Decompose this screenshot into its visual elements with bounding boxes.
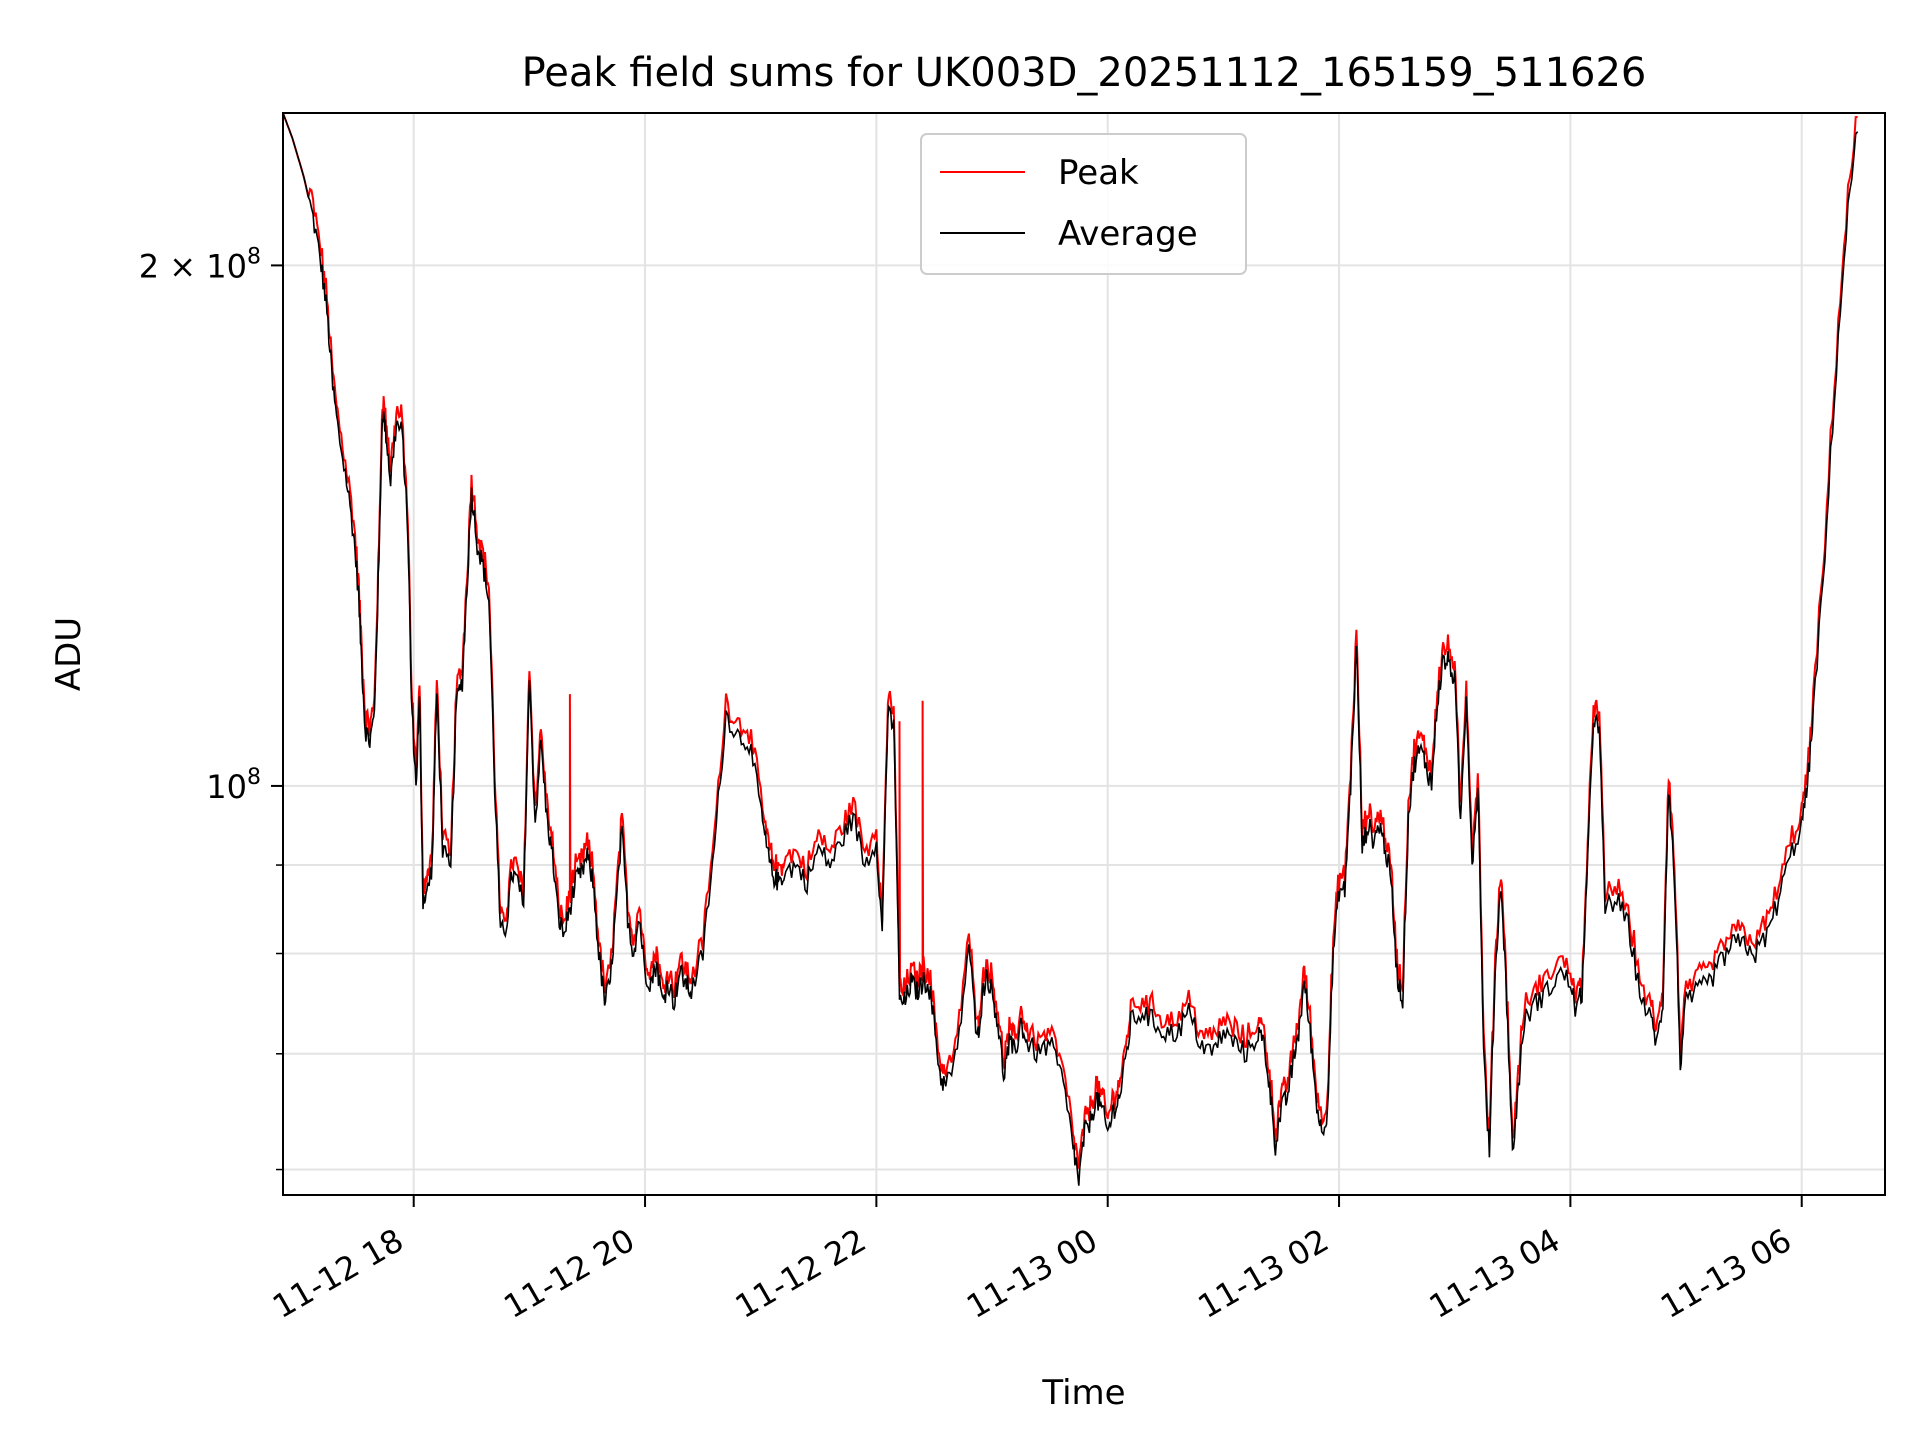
x-axis-label: Time: [1041, 1373, 1125, 1413]
legend-box: [920, 133, 1247, 275]
axes-frame: [282, 112, 1886, 1196]
legend-label-average: Average: [1058, 214, 1198, 254]
legend-label-peak: Peak: [1058, 153, 1139, 193]
y-tick-label: 2 × 108: [139, 244, 261, 285]
series-line-peak: [283, 113, 1858, 1169]
grid: [283, 113, 1885, 1195]
series-layer: [283, 113, 1859, 1186]
series-line-average: [283, 113, 1859, 1186]
chart-title: Peak field sums for UK003D_20251112_1651…: [522, 50, 1647, 96]
y-tick-label: 108: [206, 765, 261, 806]
legend: Peak Average: [920, 133, 1247, 275]
y-axis-label: ADU: [49, 617, 89, 691]
